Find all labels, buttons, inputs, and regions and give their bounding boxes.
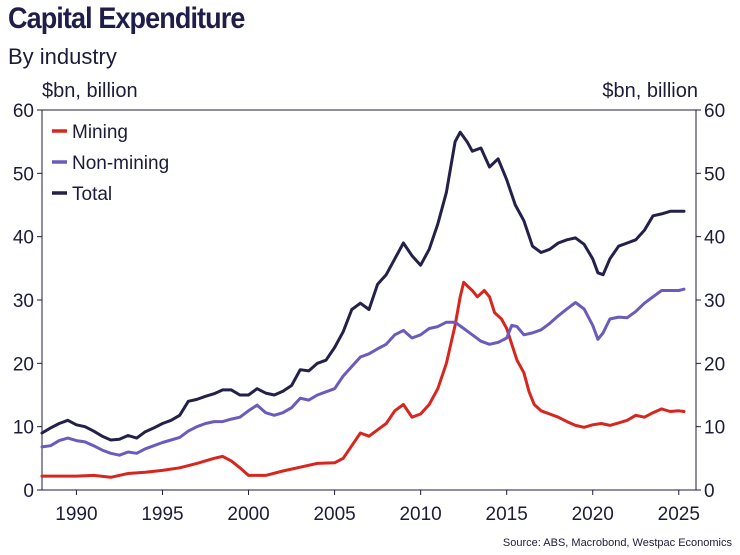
legend-label: Total — [72, 184, 112, 205]
legend-label: Non-mining — [72, 153, 169, 174]
source-note: Source: ABS, Macrobond, Westpac Economic… — [502, 537, 732, 549]
right-y-tick-label: 10 — [704, 418, 725, 439]
left-y-tick-label: 10 — [13, 418, 34, 439]
right-y-tick-label: 20 — [704, 354, 725, 375]
x-tick-label: 2010 — [399, 504, 441, 525]
x-tick-label: 2000 — [227, 504, 269, 525]
right-y-axis: 0 10 20 30 40 50 60 — [696, 101, 725, 502]
chart-subtitle: By industry — [8, 44, 117, 69]
left-axis-unit-label: $bn, billion — [42, 80, 138, 102]
left-y-tick-label: 50 — [13, 164, 34, 185]
x-tick-label: 2015 — [486, 504, 528, 525]
right-y-tick-label: 0 — [704, 481, 715, 502]
x-tick-label: 2025 — [658, 504, 700, 525]
left-y-tick-label: 40 — [13, 228, 34, 249]
chart-title: Capital Expenditure — [8, 2, 245, 35]
legend: Mining Non-mining Total — [52, 122, 169, 205]
right-y-tick-label: 30 — [704, 291, 725, 312]
left-y-tick-label: 0 — [23, 481, 34, 502]
series-line-non-mining — [40, 287, 686, 457]
series-line-total — [40, 130, 686, 442]
right-y-tick-label: 60 — [704, 101, 725, 122]
left-y-tick-label: 30 — [13, 291, 34, 312]
right-y-tick-label: 40 — [704, 228, 725, 249]
x-axis: 1990 1995 2000 2005 2010 2015 2020 2025 — [55, 490, 700, 525]
right-y-tick-label: 50 — [704, 164, 725, 185]
series-line-mining — [40, 280, 686, 479]
x-tick-label: 2005 — [313, 504, 355, 525]
right-axis-unit-label: $bn, billion — [602, 80, 698, 102]
x-tick-label: 1990 — [55, 504, 97, 525]
left-y-axis: 0 10 20 30 40 50 60 — [13, 101, 42, 502]
x-tick-label: 2020 — [572, 504, 614, 525]
legend-label: Mining — [72, 122, 128, 143]
left-y-tick-label: 20 — [13, 354, 34, 375]
series-lines — [40, 130, 686, 479]
left-y-tick-label: 60 — [13, 101, 34, 122]
x-tick-label: 1995 — [141, 504, 183, 525]
